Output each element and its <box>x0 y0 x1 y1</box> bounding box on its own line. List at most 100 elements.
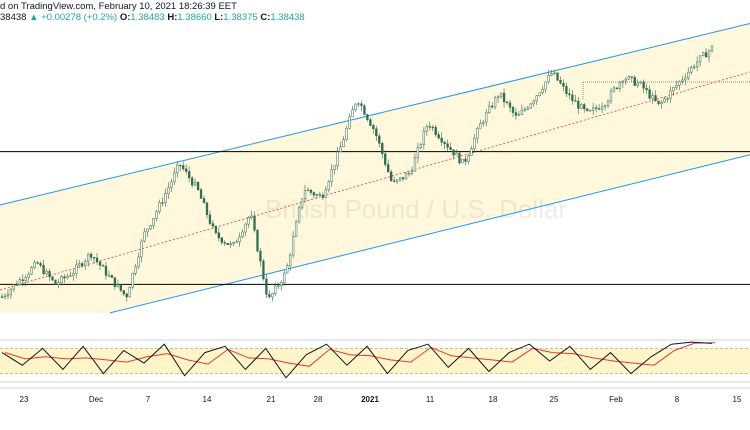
candle-body <box>250 215 253 218</box>
candle-body <box>188 171 191 179</box>
candle-body <box>300 198 304 209</box>
candle-body <box>271 293 274 298</box>
x-tick-label: 7 <box>146 395 151 404</box>
x-tick-label: 23 <box>20 395 29 404</box>
candle-body <box>419 144 423 148</box>
candle-body <box>199 189 203 199</box>
candle-body <box>577 100 580 109</box>
candle-body <box>455 152 458 156</box>
candle-body <box>351 109 354 118</box>
candle-body <box>446 143 449 148</box>
candle-body <box>330 169 333 182</box>
low-label: L: <box>214 12 224 23</box>
x-tick-label: 18 <box>489 395 498 404</box>
candle-body <box>259 250 262 262</box>
candle-body <box>36 262 39 264</box>
candle-body <box>392 180 396 182</box>
candle-body <box>95 257 99 262</box>
candle-body <box>452 149 455 156</box>
candle-body <box>532 100 535 105</box>
candle-body <box>238 236 241 242</box>
candle-body <box>669 90 672 99</box>
candle-body <box>612 87 616 92</box>
candle-body <box>107 275 111 277</box>
candle-body <box>211 223 215 227</box>
candle-body <box>345 127 348 140</box>
candle-body <box>701 52 705 56</box>
candle-body <box>232 241 235 245</box>
candle-body <box>84 260 87 267</box>
candle-body <box>205 202 209 216</box>
candle-body <box>122 290 125 295</box>
candle-body <box>303 190 307 200</box>
candle-body <box>280 282 283 287</box>
candle-body <box>140 240 143 258</box>
candle-body <box>315 194 319 196</box>
candle-body <box>550 73 553 76</box>
candle-body <box>437 134 440 139</box>
candle-body <box>511 107 515 113</box>
candle-body <box>78 263 81 266</box>
candle-body <box>98 261 102 266</box>
candle-body <box>618 82 622 89</box>
candle-body <box>606 100 610 107</box>
candle-body <box>0 296 4 298</box>
candle-body <box>609 90 613 102</box>
candle-body <box>523 108 526 111</box>
candle-body <box>681 79 684 82</box>
candle-body <box>333 165 336 170</box>
candle-body <box>324 189 327 198</box>
candle-body <box>321 194 324 198</box>
candle-body <box>690 66 693 73</box>
candle-body <box>253 215 256 231</box>
candle-body <box>309 189 313 193</box>
candle-body <box>684 77 687 81</box>
candle-body <box>615 87 619 89</box>
candle-body <box>89 253 93 258</box>
candle-body <box>143 231 146 242</box>
candle-body <box>110 275 114 278</box>
candle-body <box>354 103 357 111</box>
candle-body <box>244 223 247 233</box>
candle-body <box>482 121 485 124</box>
candle-body <box>464 158 467 162</box>
candle-body <box>431 126 434 129</box>
candle-body <box>413 157 417 172</box>
candle-body <box>294 221 298 237</box>
candle-body <box>410 170 414 174</box>
candle-body <box>21 279 24 281</box>
candle-body <box>185 168 188 172</box>
candle-body <box>541 88 544 93</box>
x-tick-label: 28 <box>314 395 323 404</box>
channel-upper-line <box>0 23 750 206</box>
candle-body <box>387 164 390 173</box>
candle-body <box>580 104 583 109</box>
candle-body <box>508 102 512 108</box>
candle-body <box>663 98 666 103</box>
chart-header: d on TradingView.com, February 10, 2021 … <box>0 1 305 23</box>
candle-body <box>401 177 405 180</box>
candle-body <box>119 284 122 291</box>
candle-body <box>360 103 363 106</box>
candle-body <box>416 147 420 158</box>
candle-body <box>27 273 30 278</box>
candle-body <box>538 92 541 96</box>
candle-body <box>339 146 342 153</box>
stoch-d-line <box>4 342 716 367</box>
candle-body <box>666 98 669 100</box>
candle-body <box>318 194 322 196</box>
candle-body <box>678 81 681 86</box>
candle-body <box>648 89 651 99</box>
candle-body <box>687 71 690 79</box>
candle-body <box>499 92 503 98</box>
candle-body <box>15 284 19 286</box>
candle-body <box>672 87 675 91</box>
high-label: H: <box>167 12 178 23</box>
candle-body <box>306 189 310 192</box>
candle-body <box>571 94 574 101</box>
candle-body <box>6 294 10 297</box>
candle-body <box>72 273 75 276</box>
candle-body <box>398 177 402 181</box>
candle-body <box>496 96 500 98</box>
